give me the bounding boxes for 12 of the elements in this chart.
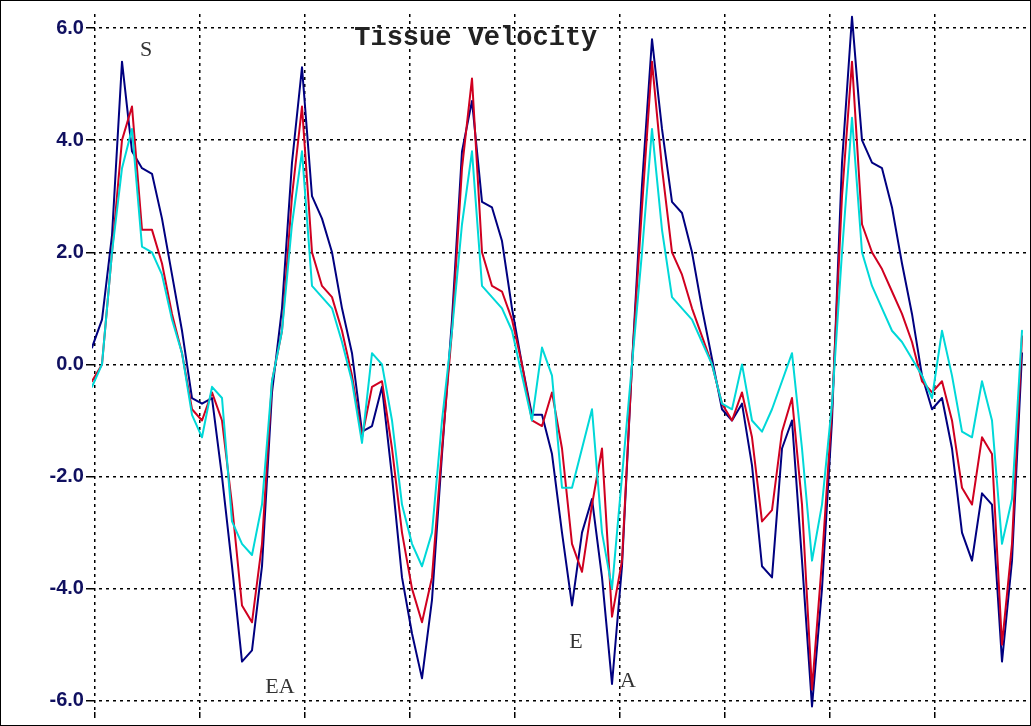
annotation: E <box>569 627 583 653</box>
annotation: A <box>620 666 637 692</box>
y-tick-label: 6.0 <box>56 15 84 38</box>
annotation: S <box>139 36 153 62</box>
y-tick-label: 4.0 <box>56 127 84 150</box>
annotation: EA <box>265 672 295 698</box>
y-tick-label: -2.0 <box>49 464 84 487</box>
y-tick-label: 2.0 <box>56 239 84 262</box>
y-tick-label: -4.0 <box>49 576 84 599</box>
y-tick-label: -6.0 <box>49 688 84 711</box>
chart-title: Tissue Velocity <box>354 22 598 53</box>
y-tick-label: 0.0 <box>56 351 84 374</box>
